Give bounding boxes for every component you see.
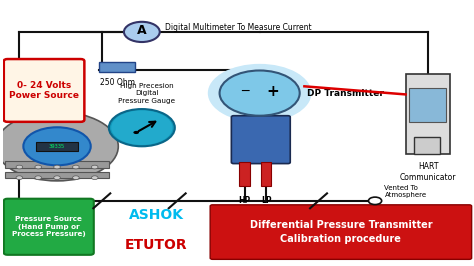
Bar bbox=[410, 88, 446, 122]
FancyBboxPatch shape bbox=[4, 199, 94, 255]
Bar bbox=[100, 62, 135, 72]
Text: 0- 24 Volts
Power Source: 0- 24 Volts Power Source bbox=[9, 81, 79, 100]
Circle shape bbox=[133, 131, 139, 134]
Text: High Precesion
Digital
Pressure Gauge: High Precesion Digital Pressure Gauge bbox=[118, 83, 175, 104]
Bar bbox=[239, 162, 250, 186]
Circle shape bbox=[23, 127, 91, 165]
Text: 39335: 39335 bbox=[49, 144, 65, 149]
Text: ASHOK: ASHOK bbox=[128, 209, 183, 222]
Bar bbox=[5, 161, 109, 168]
Circle shape bbox=[109, 109, 175, 146]
Circle shape bbox=[16, 176, 23, 180]
Text: Differential Pressure Transmitter
Calibration procedure: Differential Pressure Transmitter Calibr… bbox=[250, 221, 432, 244]
Circle shape bbox=[35, 165, 42, 169]
FancyBboxPatch shape bbox=[4, 59, 84, 122]
Bar bbox=[5, 172, 109, 178]
Text: LP: LP bbox=[261, 196, 272, 205]
Circle shape bbox=[73, 165, 79, 169]
Bar bbox=[36, 142, 78, 151]
Circle shape bbox=[111, 110, 173, 145]
Text: HP: HP bbox=[238, 196, 251, 205]
Bar bbox=[414, 137, 440, 154]
Text: A: A bbox=[137, 24, 146, 37]
Circle shape bbox=[35, 176, 42, 180]
Circle shape bbox=[91, 176, 98, 180]
Circle shape bbox=[219, 70, 300, 116]
Circle shape bbox=[124, 22, 160, 42]
Circle shape bbox=[208, 64, 311, 122]
Circle shape bbox=[368, 197, 382, 205]
Text: ─: ─ bbox=[241, 85, 248, 98]
FancyBboxPatch shape bbox=[231, 116, 290, 164]
Text: 250 Ohm: 250 Ohm bbox=[100, 78, 135, 88]
Circle shape bbox=[73, 176, 79, 180]
Circle shape bbox=[54, 165, 60, 169]
Text: Vented To
Atmosphere: Vented To Atmosphere bbox=[384, 185, 427, 198]
Text: +: + bbox=[266, 84, 279, 99]
Bar bbox=[406, 74, 450, 154]
Circle shape bbox=[54, 176, 60, 180]
Circle shape bbox=[0, 112, 118, 181]
Circle shape bbox=[91, 165, 98, 169]
Text: ETUTOR: ETUTOR bbox=[125, 238, 187, 252]
Text: DP Transmitter: DP Transmitter bbox=[307, 89, 383, 98]
Text: HART
Communicator: HART Communicator bbox=[400, 162, 456, 182]
FancyBboxPatch shape bbox=[210, 205, 472, 259]
Circle shape bbox=[16, 165, 23, 169]
Text: Digital Multimeter To Measure Current: Digital Multimeter To Measure Current bbox=[165, 23, 312, 32]
Text: Pressure Source
(Hand Pump or
Process Pressure): Pressure Source (Hand Pump or Process Pr… bbox=[12, 216, 86, 237]
Bar bbox=[261, 162, 272, 186]
